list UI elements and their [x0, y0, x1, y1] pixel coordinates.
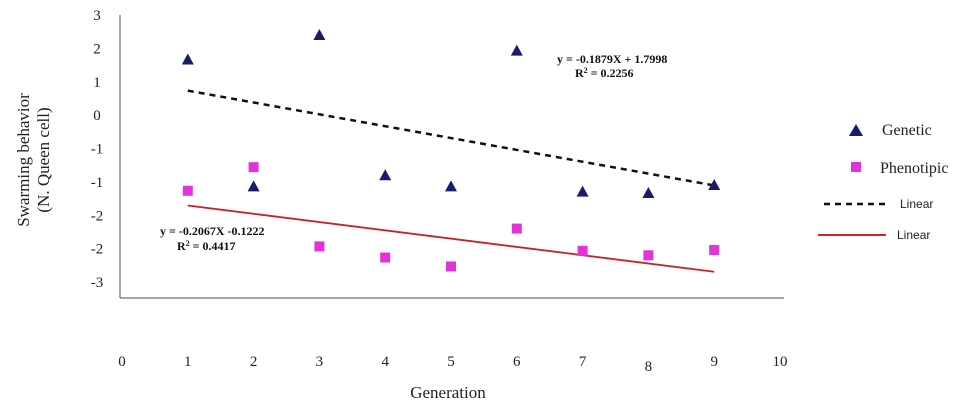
genetic-point — [181, 53, 194, 65]
x-tick-label: 7 — [579, 354, 587, 370]
phenotipic-point — [511, 223, 522, 234]
x-axis-title: Generation — [410, 383, 486, 402]
y-tick-label: -2 — [91, 208, 104, 224]
legend-item-linear-solid: Linear — [818, 228, 930, 242]
genetic-point — [313, 29, 326, 41]
y-tick-label: 3 — [93, 8, 101, 24]
x-tick-label: 6 — [513, 354, 521, 370]
x-tick-label: 1 — [184, 354, 192, 370]
y-tick-label: 0 — [93, 108, 101, 124]
x-tick-label: 9 — [710, 354, 718, 370]
x-tick-label: 2 — [250, 354, 258, 370]
x-tick-label: 8 — [645, 359, 653, 375]
legend-item-phenotipic: Phenotipic — [851, 160, 948, 177]
legend-phenotipic-marker — [851, 162, 861, 172]
x-tick-label: 0 — [118, 354, 126, 370]
phenotipic-point — [446, 261, 456, 272]
genetic-equation: y = -0.1879X + 1.7998 R2 = 0.2256 — [557, 52, 667, 80]
x-tick-label: 5 — [447, 354, 455, 370]
y-tick-label: 1 — [93, 75, 101, 91]
trendlines — [187, 89, 715, 273]
genetic-point — [576, 185, 589, 197]
genetic-point — [642, 187, 655, 198]
phenotipic-point — [314, 241, 325, 252]
legend-phenotipic-label: Phenotipic — [880, 160, 948, 177]
y-tick-label: -2 — [91, 242, 104, 258]
data-points — [181, 29, 721, 272]
phenotipic-point — [182, 185, 193, 196]
y-tick-label: -1 — [91, 142, 104, 158]
genetic-point — [379, 169, 392, 181]
y-tick-label: -1 — [91, 175, 104, 191]
phenotipic-r2-text: R2 = 0.4417 — [177, 239, 236, 254]
genetic-equation-text: y = -0.1879X + 1.7998 — [557, 52, 667, 66]
x-tick-label: 10 — [773, 354, 788, 370]
y-tick-label: -3 — [91, 275, 104, 291]
genetic-point — [445, 180, 457, 192]
y-tick-label: 2 — [93, 41, 101, 57]
phenotipic-point — [380, 252, 391, 263]
genetic-point — [510, 44, 523, 56]
x-tick-label: 3 — [316, 354, 324, 370]
legend-genetic-label: Genetic — [882, 122, 932, 139]
y-tick-labels: 3 2 1 0 -1 -1 -2 -2 -3 — [91, 8, 104, 291]
phenotipic-equation-text: y = -0.2067X -0.1222 — [160, 224, 265, 238]
legend-genetic-marker — [849, 124, 863, 136]
y-axis-title-line2: (N. Queen cell) — [34, 107, 53, 212]
legend-linear-dashed-label: Linear — [900, 197, 933, 211]
trendline-genetic — [187, 89, 715, 187]
legend: Genetic Phenotipic Linear Linear — [818, 122, 948, 242]
legend-linear-solid-label: Linear — [897, 228, 930, 242]
phenotipic-point — [248, 162, 259, 173]
genetic-r2-text: R2 = 0.2256 — [575, 66, 634, 81]
trendline-phenotipic — [187, 204, 715, 273]
phenotipic-equation: y = -0.2067X -0.1222 R2 = 0.4417 — [160, 224, 265, 253]
legend-item-genetic: Genetic — [849, 122, 932, 139]
legend-item-linear-dashed: Linear — [824, 197, 933, 211]
genetic-point — [708, 178, 721, 190]
phenotipic-point — [709, 244, 720, 255]
x-tick-labels: 0 1 2 3 4 5 6 7 8 9 10 — [118, 354, 787, 375]
y-axis-title-line1: Swarming behavior — [14, 93, 33, 227]
genetic-point — [247, 180, 260, 192]
x-tick-label: 4 — [381, 354, 389, 370]
phenotipic-point — [643, 250, 654, 261]
phenotipic-point — [577, 245, 588, 256]
